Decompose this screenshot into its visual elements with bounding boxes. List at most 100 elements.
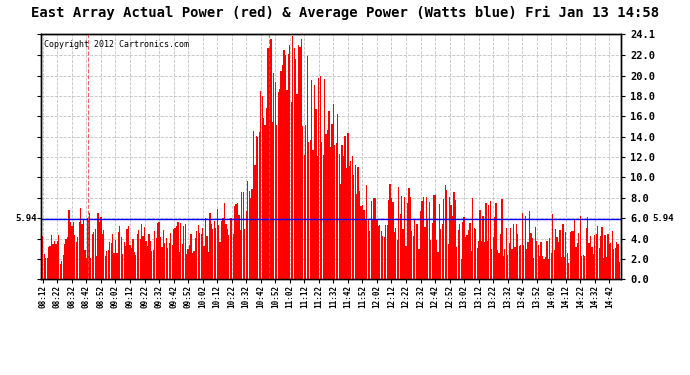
Bar — [331, 124, 333, 279]
Bar — [561, 257, 562, 279]
Bar — [566, 253, 568, 279]
Bar — [93, 232, 95, 279]
Bar — [533, 258, 535, 279]
Bar — [131, 248, 132, 279]
Bar — [155, 238, 157, 279]
Bar — [478, 241, 480, 279]
Bar — [84, 250, 86, 279]
Bar — [47, 258, 48, 279]
Bar — [395, 228, 397, 279]
Bar — [221, 220, 222, 279]
Bar — [170, 233, 171, 279]
Bar — [43, 254, 45, 279]
Bar — [231, 217, 233, 279]
Bar — [529, 211, 530, 279]
Bar — [204, 246, 205, 279]
Bar — [384, 237, 385, 279]
Bar — [371, 201, 372, 279]
Bar — [134, 252, 135, 279]
Bar — [64, 244, 66, 279]
Bar — [259, 132, 260, 279]
Bar — [382, 236, 384, 279]
Bar — [514, 246, 515, 279]
Bar — [277, 92, 279, 279]
Bar — [452, 216, 453, 279]
Bar — [548, 260, 549, 279]
Bar — [555, 230, 556, 279]
Bar — [112, 234, 113, 279]
Bar — [317, 156, 318, 279]
Bar — [110, 243, 112, 279]
Bar — [321, 142, 322, 279]
Bar — [431, 223, 433, 279]
Bar — [428, 202, 430, 279]
Bar — [218, 225, 219, 279]
Bar — [466, 235, 468, 279]
Bar — [308, 142, 309, 279]
Bar — [469, 224, 471, 279]
Bar — [150, 241, 151, 279]
Bar — [413, 236, 414, 279]
Bar — [264, 125, 266, 279]
Bar — [420, 211, 421, 279]
Bar — [355, 165, 356, 279]
Bar — [293, 48, 295, 279]
Bar — [105, 256, 106, 279]
Bar — [210, 224, 212, 279]
Bar — [77, 237, 79, 279]
Bar — [81, 225, 83, 279]
Bar — [594, 235, 595, 279]
Bar — [292, 36, 293, 279]
Bar — [369, 231, 371, 279]
Bar — [404, 197, 405, 279]
Bar — [54, 241, 55, 279]
Bar — [164, 243, 166, 279]
Bar — [68, 210, 70, 279]
Bar — [539, 256, 540, 279]
Bar — [192, 253, 193, 279]
Bar — [125, 246, 126, 279]
Bar — [135, 255, 137, 279]
Bar — [269, 48, 270, 279]
Bar — [95, 229, 96, 279]
Bar — [225, 224, 226, 279]
Bar — [524, 216, 526, 279]
Bar — [89, 213, 90, 279]
Bar — [580, 216, 581, 279]
Bar — [574, 220, 575, 279]
Bar — [58, 235, 59, 279]
Bar — [464, 217, 465, 279]
Bar — [595, 234, 597, 279]
Bar — [118, 232, 119, 279]
Bar — [328, 111, 330, 279]
Bar — [473, 228, 475, 279]
Bar — [253, 131, 254, 279]
Bar — [603, 258, 604, 279]
Bar — [288, 54, 289, 279]
Bar — [282, 65, 283, 279]
Bar — [439, 204, 440, 279]
Bar — [124, 242, 125, 279]
Bar — [188, 249, 189, 279]
Bar — [465, 237, 466, 279]
Bar — [121, 237, 122, 279]
Bar — [500, 234, 501, 279]
Bar — [562, 224, 564, 279]
Bar — [556, 237, 558, 279]
Bar — [609, 244, 610, 279]
Bar — [497, 250, 498, 279]
Bar — [536, 241, 538, 279]
Bar — [209, 213, 210, 279]
Bar — [298, 45, 299, 279]
Bar — [52, 244, 54, 279]
Bar — [219, 242, 221, 279]
Bar — [558, 242, 559, 279]
Bar — [402, 229, 404, 279]
Bar — [311, 80, 312, 279]
Bar — [493, 237, 494, 279]
Bar — [545, 257, 546, 279]
Bar — [523, 245, 524, 279]
Bar — [378, 226, 379, 279]
Bar — [243, 192, 244, 279]
Bar — [397, 240, 398, 279]
